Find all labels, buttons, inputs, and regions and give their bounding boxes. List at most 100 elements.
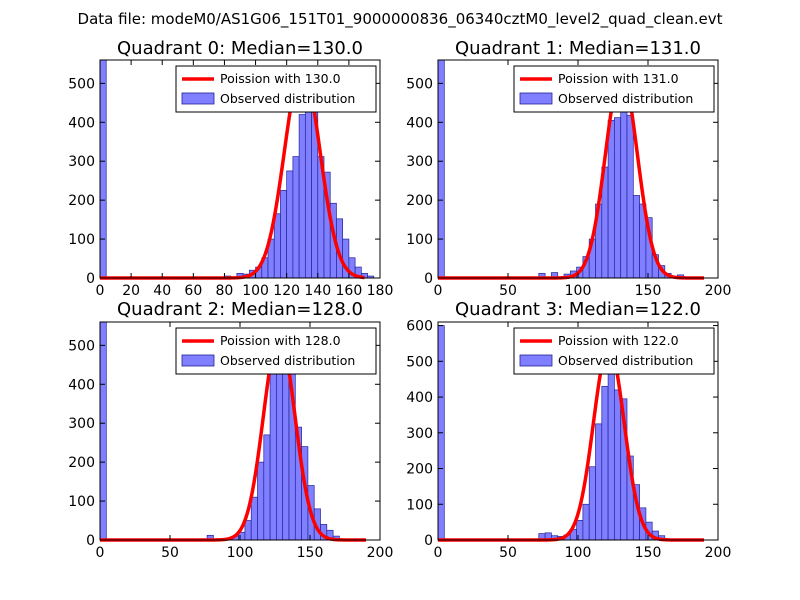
y-tick-label: 400 [68,377,95,393]
x-tick-label: 50 [499,283,517,299]
legend-bar-swatch [181,92,215,105]
y-tick-label: 0 [86,533,95,549]
panel-quadrant-0: Quadrant 0: Median=130.0 0 20 40 60 80 100 120… [68,38,393,299]
y-tick-label: 200 [406,462,433,478]
histogram-bar [614,389,622,541]
x-tick-label: 180 [367,283,394,299]
histogram-bar [601,385,609,541]
histogram-bar [263,434,271,541]
legend-curve-label: Poission with 128.0 [220,333,341,348]
panel-quadrant-1: Quadrant 1: Median=131.0 0 50 100 150 200 0 10… [406,38,731,299]
histogram-bar [99,59,107,279]
histogram-bar [626,114,634,279]
x-tick-label: 150 [635,283,662,299]
y-tick-label: 200 [68,193,95,209]
histogram-bar [607,119,615,279]
y-tick-label: 300 [406,154,433,170]
histogram-bar [244,520,252,541]
legend-curve-label: Poission with 131.0 [558,71,679,86]
histogram-bar [614,117,622,279]
histogram-bar [595,423,603,541]
x-tick-label: 120 [273,283,300,299]
x-tick-label: 200 [705,545,732,561]
y-tick-label: 500 [68,76,95,92]
panel-title: Quadrant 0: Median=130.0 [117,38,363,59]
legend-bar-label: Observed distribution [220,353,355,368]
x-tick-label: 150 [635,545,662,561]
histogram-bar [607,346,615,541]
histogram-bar [250,496,258,541]
legend-curve-label: Poission with 130.0 [220,71,341,86]
legend: Poission with 122.0 Observed distribution [513,327,715,375]
histogram-bar [282,356,290,541]
histogram-bar [588,466,596,541]
x-tick-label: 150 [297,545,324,561]
legend-bar-swatch [519,354,553,367]
x-tick-label: 0 [434,545,443,561]
x-tick-label: 0 [434,283,443,299]
y-tick-label: 100 [406,232,433,248]
y-tick-label: 500 [68,338,95,354]
y-tick-label: 300 [68,416,95,432]
histogram-bar [632,195,640,279]
legend-bar-swatch [519,92,553,105]
x-tick-label: 50 [499,545,517,561]
y-tick-label: 400 [406,115,433,131]
histogram-bar [582,503,590,541]
x-tick-label: 20 [122,283,140,299]
y-tick-label: 500 [406,354,433,370]
y-tick-label: 0 [424,271,433,287]
y-tick-label: 100 [68,232,95,248]
legend-bar-label: Observed distribution [220,91,355,106]
y-tick-label: 400 [406,390,433,406]
legend-bar-label: Observed distribution [558,353,693,368]
panel-title: Quadrant 2: Median=128.0 [117,299,363,320]
legend: Poission with 128.0 Observed distribution [175,327,377,375]
legend-curve-label: Poission with 122.0 [558,333,679,348]
histogram-bar [280,190,288,279]
y-tick-label: 0 [424,533,433,549]
x-tick-label: 100 [565,283,592,299]
panel-quadrant-3: Quadrant 3: Median=122.0 0 50 100 150 200 0 10… [406,299,731,561]
panel-title: Quadrant 1: Median=131.0 [455,38,701,59]
y-tick-label: 400 [68,115,95,131]
legend-bar-label: Observed distribution [558,91,693,106]
legend: Poission with 131.0 Observed distribution [513,65,715,113]
y-tick-label: 0 [86,271,95,287]
histogram-bar [292,156,300,279]
y-tick-label: 300 [406,426,433,442]
histogram-bar [269,368,277,541]
y-tick-label: 500 [406,76,433,92]
y-tick-label: 100 [406,497,433,513]
histogram-bar [304,101,312,279]
axes-frame [99,59,381,279]
x-tick-label: 60 [184,283,202,299]
x-tick-label: 0 [96,283,105,299]
figure-suptitle: Data file: modeM0/AS1G06_151T01_90000008… [78,10,723,29]
legend-bar-swatch [181,354,215,367]
histogram-bar [298,114,306,279]
y-tick-label: 100 [68,494,95,510]
histogram-bar [286,170,294,279]
x-tick-label: 100 [227,545,254,561]
histogram-bar [437,59,445,279]
legend: Poission with 130.0 Observed distribution [175,65,377,113]
x-tick-label: 0 [96,545,105,561]
histogram-bar [273,213,281,279]
x-tick-label: 160 [336,283,363,299]
histogram-bar [99,321,107,541]
histogram-bar [257,461,265,541]
x-tick-label: 100 [242,283,269,299]
histogram-bar [620,93,628,279]
y-tick-label: 200 [406,193,433,209]
y-tick-label: 200 [68,455,95,471]
x-tick-label: 100 [565,545,592,561]
histogram-bar [276,356,284,541]
panel-quadrant-2: Quadrant 2: Median=128.0 0 50 100 150 200 0 10… [68,299,393,561]
y-tick-label: 600 [406,319,433,335]
x-tick-label: 200 [705,283,732,299]
x-tick-label: 80 [216,283,234,299]
x-tick-label: 40 [153,283,171,299]
x-tick-label: 200 [367,545,394,561]
